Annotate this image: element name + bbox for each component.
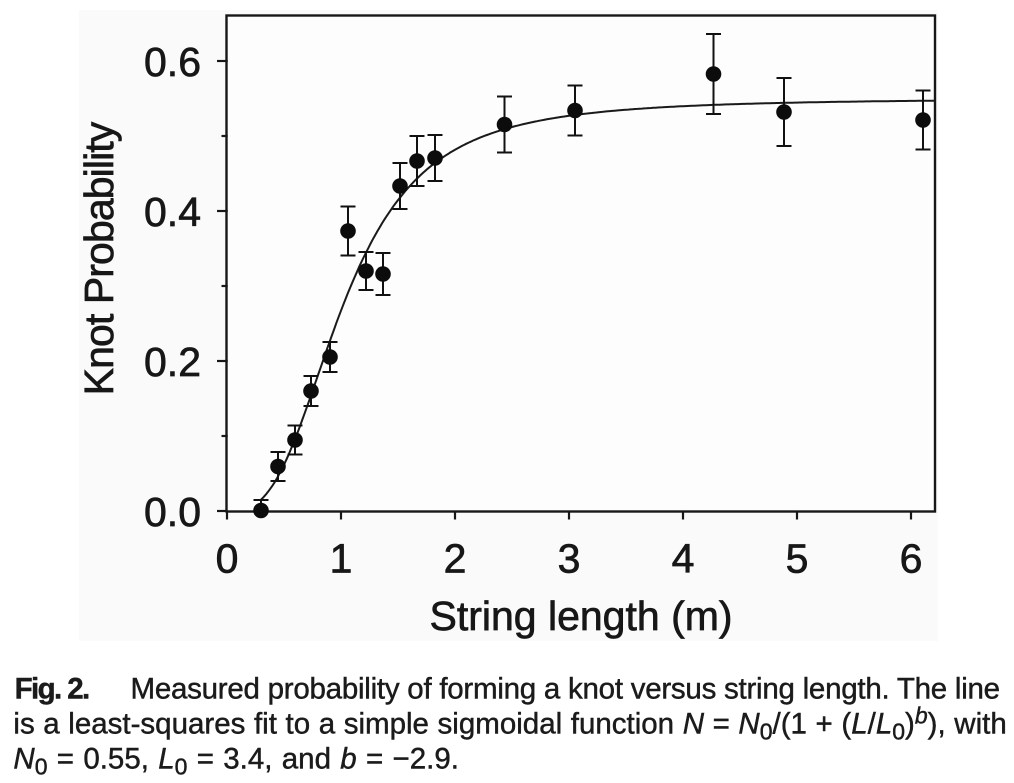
svg-text:5: 5 (786, 535, 809, 581)
svg-text:4: 4 (672, 535, 695, 581)
svg-text:0.4: 0.4 (144, 189, 201, 235)
svg-text:6: 6 (900, 535, 923, 581)
svg-text:0.0: 0.0 (144, 489, 201, 535)
svg-text:0: 0 (216, 535, 239, 581)
svg-text:String length (m): String length (m) (429, 593, 732, 639)
svg-text:Knot Probability: Knot Probability (76, 121, 122, 395)
svg-text:0.6: 0.6 (144, 39, 201, 85)
svg-text:2: 2 (444, 535, 467, 581)
svg-text:Fig. 2.Measured probability of: Fig. 2. Measured probability of forming a… (15, 673, 1000, 706)
svg-text:0.2: 0.2 (144, 339, 201, 385)
svg-text:N0 = 0.55, L0 = 3.4, and b = −: N0 = 0.55, L0 = 3.4, and b = −2.9. (13, 743, 459, 780)
svg-text:3: 3 (558, 535, 581, 581)
svg-text:1: 1 (330, 535, 353, 581)
svg-text:is a least-squares fit to a si: is a least-squares fit to a simple sigmo… (13, 703, 1006, 745)
